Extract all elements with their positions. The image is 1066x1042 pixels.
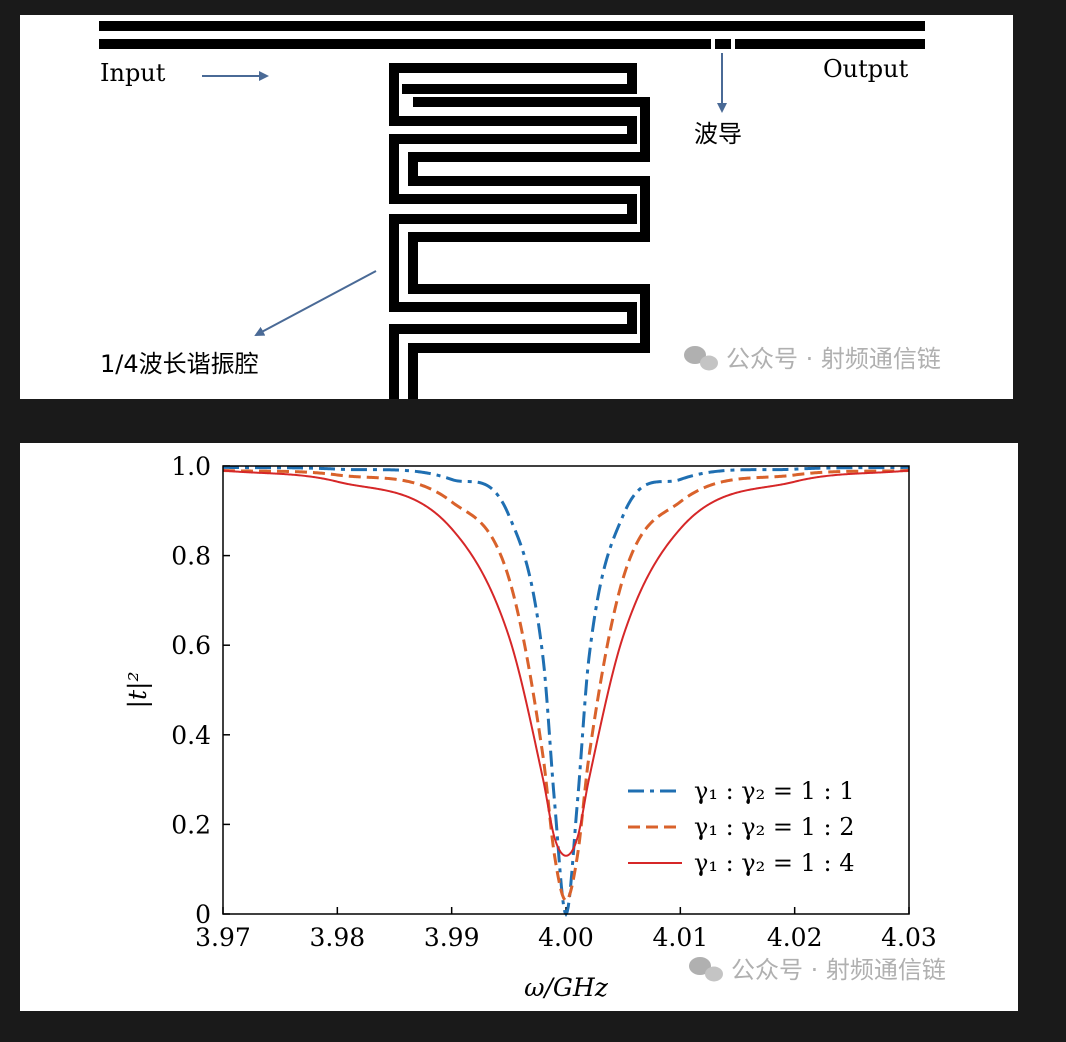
x-tick-label: 4.02 <box>767 923 823 952</box>
y-tick-label: 0.8 <box>171 542 211 571</box>
x-axis-label: ω/GHz <box>524 973 609 1002</box>
series-line-3 <box>222 469 910 857</box>
wechat-icon <box>684 346 718 371</box>
legend-label-2: γ₁ : γ₂ = 1 : 2 <box>694 813 855 841</box>
plot-frame <box>222 465 910 915</box>
waveguide-label: 波导 <box>694 120 742 148</box>
series-line-2 <box>222 468 910 903</box>
x-tick-label: 4.00 <box>538 923 594 952</box>
x-tick-label: 4.01 <box>652 923 708 952</box>
transmission-chart-panel: 3.97 3.98 3.99 4.00 4.01 4.02 4.03 0 0.2 0.4 0.6 0.… <box>20 443 1018 1011</box>
y-tick-label: 0.6 <box>171 631 211 660</box>
waveguide-bottom-line-right <box>735 39 925 49</box>
legend-label-3: γ₁ : γ₂ = 1 : 4 <box>694 849 855 877</box>
x-tick-label: 3.98 <box>309 923 365 952</box>
waveguide-bottom-line-left <box>99 39 711 49</box>
resonator-diagram: Input Output 波导 1/4波长谐振腔 公众号 · 射频通信链 <box>99 21 941 399</box>
resonator-label: 1/4波长谐振腔 <box>100 350 259 378</box>
y-tick-label: 0.2 <box>171 810 211 839</box>
y-tick-label: 0.4 <box>171 721 211 750</box>
resonator-arrow <box>254 270 377 336</box>
legend: γ₁ : γ₂ = 1 : 1 γ₁ : γ₂ = 1 : 2 γ₁ : γ₂ … <box>628 777 855 877</box>
legend-label-1: γ₁ : γ₂ = 1 : 1 <box>694 777 855 805</box>
wechat-icon <box>689 957 723 982</box>
diagram-watermark: 公众号 · 射频通信链 <box>726 345 941 373</box>
transmission-chart: 3.97 3.98 3.99 4.00 4.01 4.02 4.03 0 0.2 0.4 0.6 0.… <box>123 452 946 1002</box>
resonator-outer-line <box>389 63 637 399</box>
y-tick-label: 1.0 <box>171 452 211 481</box>
input-label: Input <box>100 59 166 87</box>
resonator-inner-line <box>408 97 650 399</box>
x-tick-label: 4.03 <box>881 923 937 952</box>
waveguide-bottom-line-mid <box>715 39 731 49</box>
output-label: Output <box>823 55 909 83</box>
resonator-diagram-panel: Input Output 波导 1/4波长谐振腔 公众号 · 射频通信链 <box>20 15 1013 399</box>
chart-watermark: 公众号 · 射频通信链 <box>731 956 946 984</box>
series-line-1 <box>222 465 910 918</box>
x-tick-label: 3.97 <box>195 923 251 952</box>
y-axis-label: |t|² <box>123 672 153 709</box>
waveguide-top-line <box>99 21 925 31</box>
x-tick-label: 3.99 <box>424 923 480 952</box>
y-tick-label: 0 <box>195 900 211 929</box>
